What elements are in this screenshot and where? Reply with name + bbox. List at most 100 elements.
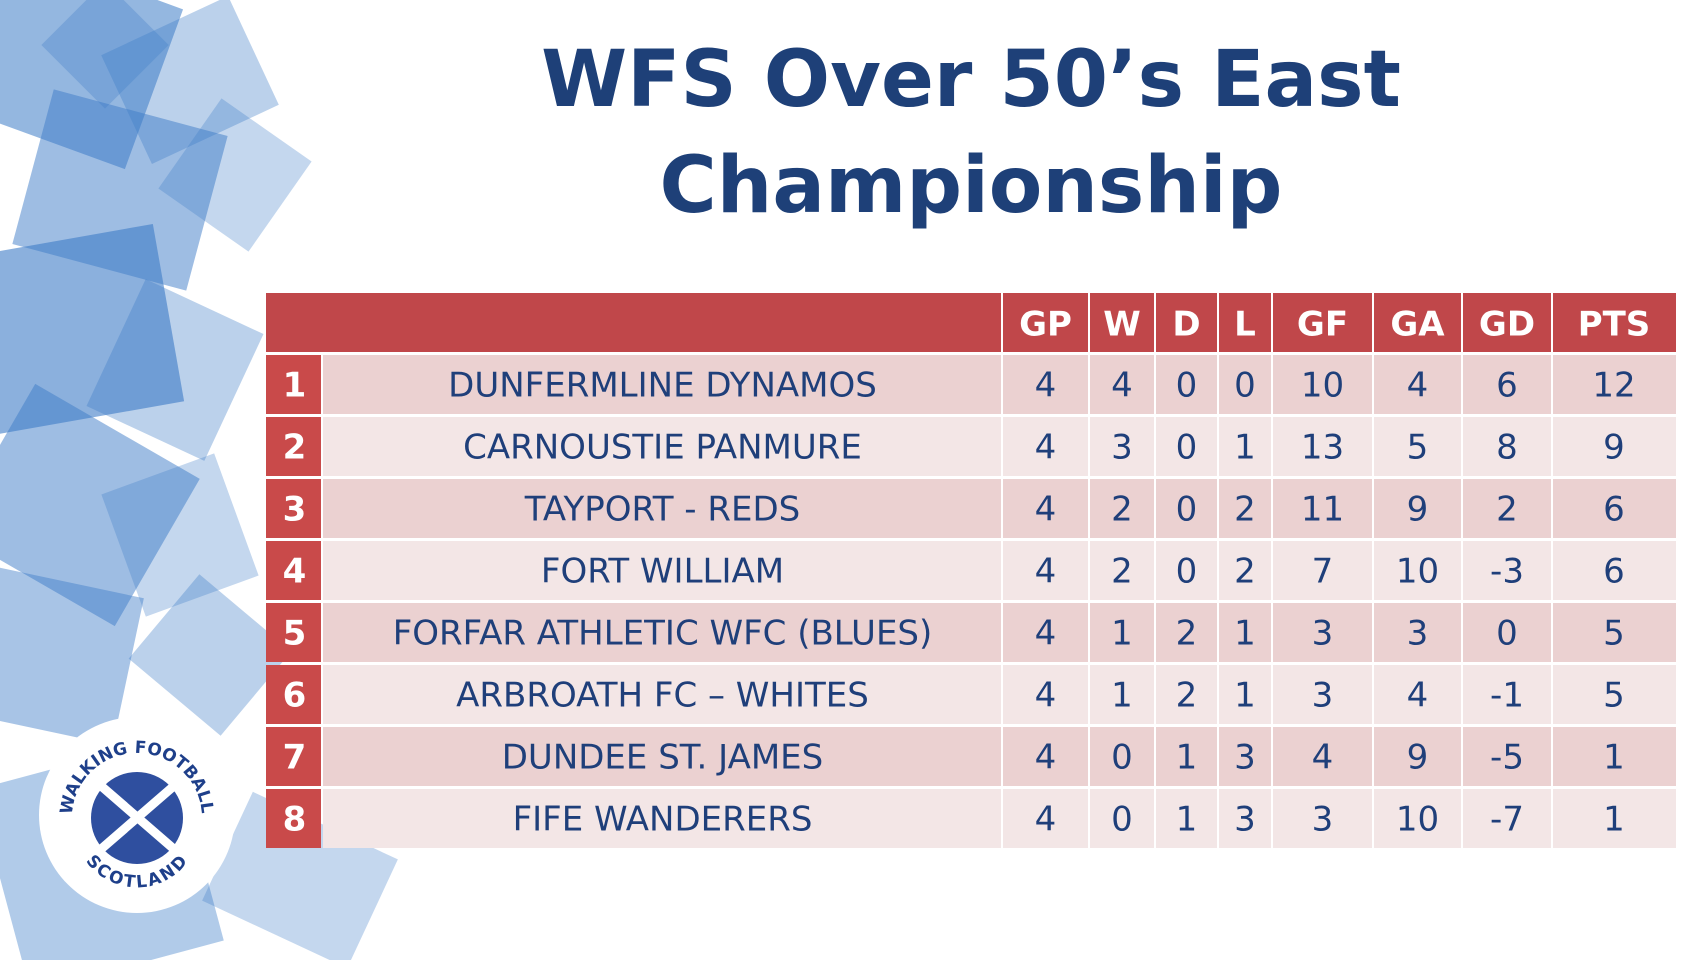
stat: 8 (1496, 428, 1518, 468)
logo-saltire (97, 781, 178, 854)
stat: 9 (1603, 428, 1625, 468)
team-name: FORT WILLIAM (541, 552, 784, 592)
stat: 6 (1603, 490, 1625, 530)
stat: 4 (1035, 614, 1057, 654)
column-header: W (1103, 305, 1141, 345)
rank-cell (266, 789, 321, 848)
column-header: GF (1297, 305, 1348, 345)
title-line: WFS Over 50’s East (541, 35, 1401, 125)
stat: 10 (1396, 800, 1439, 840)
stat: 7 (1312, 552, 1334, 592)
stat: 9 (1407, 490, 1429, 530)
rank: 2 (283, 428, 307, 468)
stat: 2 (1111, 552, 1133, 592)
team-name: FIFE WANDERERS (513, 800, 813, 840)
stat: 2 (1234, 490, 1256, 530)
rank: 1 (283, 366, 307, 406)
row-bg (323, 603, 1676, 662)
stat: 1 (1234, 428, 1256, 468)
stat: 4 (1312, 738, 1334, 778)
stat: 2 (1111, 490, 1133, 530)
team-name: FORFAR ATHLETIC WFC (BLUES) (393, 614, 933, 654)
background-shapes (0, 0, 398, 960)
stat: 2 (1496, 490, 1518, 530)
stat: 1 (1603, 800, 1625, 840)
column-header: D (1172, 305, 1200, 345)
stat: 1 (1234, 614, 1256, 654)
rank: 6 (283, 676, 307, 716)
column-header: PTS (1578, 305, 1651, 345)
stat: 9 (1407, 738, 1429, 778)
stat: 2 (1176, 614, 1198, 654)
row-bg (323, 417, 1676, 476)
stat: 0 (1111, 800, 1133, 840)
stat: 4 (1035, 428, 1057, 468)
stat: 3 (1234, 800, 1256, 840)
team-name: DUNFERMLINE DYNAMOS (448, 366, 877, 406)
row-bg (323, 665, 1676, 724)
stat: 6 (1496, 366, 1518, 406)
stat: 4 (1407, 676, 1429, 716)
rank: 4 (283, 552, 307, 592)
stat: -1 (1490, 676, 1524, 716)
team-name: TAYPORT - REDS (524, 490, 800, 530)
stat: 13 (1301, 428, 1344, 468)
column-header: L (1234, 305, 1256, 345)
stat: 3 (1312, 614, 1334, 654)
header-bar (266, 293, 1676, 352)
stat: 1 (1111, 676, 1133, 716)
rank-cell (266, 479, 321, 538)
stat: 0 (1234, 366, 1256, 406)
rank-cell (266, 603, 321, 662)
stat: 1 (1234, 676, 1256, 716)
stat: 5 (1603, 676, 1625, 716)
rank: 3 (283, 490, 307, 530)
stat: 0 (1176, 428, 1198, 468)
team-name: CARNOUSTIE PANMURE (463, 428, 862, 468)
stat: 0 (1176, 552, 1198, 592)
team-name: ARBROATH FC – WHITES (456, 676, 869, 716)
stat: -3 (1490, 552, 1524, 592)
stat: 1 (1176, 738, 1198, 778)
stat: 5 (1407, 428, 1429, 468)
stat: 0 (1496, 614, 1518, 654)
rank-cell (266, 355, 321, 414)
rank-cell (266, 727, 321, 786)
stat: 0 (1111, 738, 1133, 778)
stat: 4 (1035, 800, 1057, 840)
stat: 3 (1312, 800, 1334, 840)
stat: 11 (1301, 490, 1344, 530)
rank: 8 (283, 800, 307, 840)
row-bg (323, 727, 1676, 786)
stat: 3 (1407, 614, 1429, 654)
stat: 1 (1603, 738, 1625, 778)
row-bg (323, 789, 1676, 848)
rank-cell (266, 417, 321, 476)
stat: 4 (1035, 366, 1057, 406)
stat: 0 (1176, 366, 1198, 406)
rank: 5 (283, 614, 307, 654)
stat: 0 (1176, 490, 1198, 530)
stat: 4 (1035, 738, 1057, 778)
column-header: GP (1019, 305, 1072, 345)
stat: -7 (1490, 800, 1524, 840)
stat: 6 (1603, 552, 1625, 592)
column-header: GA (1390, 305, 1445, 345)
stat: 4 (1407, 366, 1429, 406)
team-name: DUNDEE ST. JAMES (502, 738, 823, 778)
rank: 7 (283, 738, 307, 778)
column-header: GD (1479, 305, 1535, 345)
row-bg (323, 479, 1676, 538)
stat: 1 (1176, 800, 1198, 840)
stat: 1 (1111, 614, 1133, 654)
stat: 10 (1396, 552, 1439, 592)
stat: 10 (1301, 366, 1344, 406)
stat: 3 (1312, 676, 1334, 716)
rank-cell (266, 665, 321, 724)
title-line: Championship (660, 141, 1283, 231)
stat: 4 (1035, 552, 1057, 592)
stat: 12 (1592, 366, 1635, 406)
stat: 2 (1234, 552, 1256, 592)
